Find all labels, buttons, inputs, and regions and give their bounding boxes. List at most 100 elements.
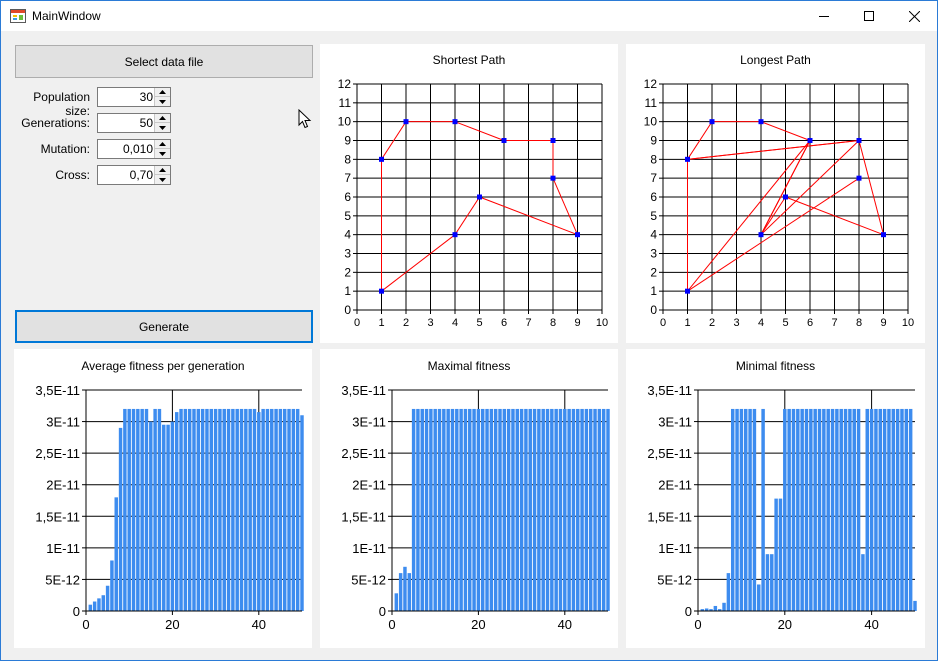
title-bar[interactable]: MainWindow [1, 1, 937, 31]
generate-button[interactable]: Generate [15, 310, 313, 343]
minimize-icon [819, 16, 829, 17]
spin-up-icon[interactable] [155, 88, 170, 97]
x-tick-label: 8 [550, 317, 556, 329]
path-point [501, 138, 507, 143]
bar [537, 408, 541, 611]
minimize-button[interactable] [801, 1, 847, 31]
bar [218, 408, 222, 611]
bar [140, 408, 144, 611]
x-tick-label: 0 [660, 317, 666, 329]
select-data-file-button[interactable]: Select data file [15, 45, 313, 78]
generations-label: Generations: [21, 116, 90, 130]
path-segment [760, 121, 811, 141]
path-point [477, 194, 482, 200]
bar [502, 408, 507, 611]
y-tick-label: 1 [344, 284, 351, 298]
bar [593, 408, 597, 611]
spin-down-icon[interactable] [155, 123, 170, 132]
bar [485, 408, 489, 611]
spin-up-icon[interactable] [155, 166, 170, 175]
bar [528, 408, 532, 611]
bar [757, 584, 761, 611]
path-point [550, 175, 556, 181]
y-tick-label: 4 [344, 228, 351, 242]
bar [852, 408, 856, 611]
bar [209, 408, 214, 611]
bar [804, 408, 809, 611]
bar [704, 608, 709, 611]
y-tick-label: 3,5E-11 [341, 383, 386, 398]
bar [761, 408, 765, 611]
path-point [452, 119, 458, 125]
bar [532, 408, 537, 611]
y-tick-label: 1E-11 [658, 541, 692, 556]
bar [524, 408, 528, 611]
cross-spinner [154, 166, 170, 184]
x-tick-label: 8 [856, 317, 862, 329]
mutation-input[interactable]: 0,010 [97, 139, 171, 159]
chart-title: Average fitness per generation [81, 359, 245, 373]
y-tick-label: 1,5E-11 [35, 509, 80, 524]
bar [450, 408, 455, 611]
spin-down-icon[interactable] [155, 97, 170, 106]
bar [278, 408, 283, 611]
bar [97, 598, 101, 611]
path-segment [760, 140, 811, 235]
y-tick-label: 0 [73, 604, 80, 619]
path-point [856, 175, 862, 181]
y-tick-label: 5E-12 [657, 572, 692, 587]
bar [291, 408, 296, 611]
y-tick-label: 12 [338, 77, 352, 91]
y-tick-label: 10 [644, 115, 658, 129]
bar [796, 408, 800, 611]
spin-down-icon[interactable] [155, 175, 170, 184]
bar [748, 408, 752, 611]
y-tick-label: 1 [650, 284, 657, 298]
x-tick-label: 20 [778, 617, 792, 632]
y-tick-label: 3,5E-11 [35, 383, 80, 398]
bar [835, 408, 839, 611]
bar [515, 408, 520, 611]
bar [848, 408, 852, 611]
y-tick-label: 11 [645, 96, 658, 110]
y-tick-label: 5 [650, 209, 657, 223]
maximize-button[interactable] [846, 1, 892, 31]
x-tick-label: 6 [807, 317, 813, 329]
cross-input[interactable]: 0,70 [97, 165, 171, 185]
y-tick-label: 3E-11 [46, 415, 80, 430]
bar [131, 408, 136, 611]
bar [136, 408, 140, 611]
chart-title: Minimal fitness [735, 359, 816, 373]
bar [231, 408, 235, 611]
bar [576, 408, 580, 611]
spin-up-icon[interactable] [155, 140, 170, 149]
path-segment [454, 196, 480, 235]
bar [282, 408, 287, 611]
bar [826, 408, 830, 611]
bar [196, 408, 201, 611]
bar [895, 408, 900, 611]
minimal-fitness-plot: 0 5E-12 1E-11 1,5E-11 2E-11 2,5E-11 3E-11 3,5E-… [647, 383, 917, 632]
bar [437, 408, 442, 611]
bar [411, 408, 416, 611]
y-tick-label: 11 [339, 96, 352, 110]
bar [588, 408, 593, 611]
bar [287, 408, 291, 611]
close-button[interactable] [891, 1, 937, 31]
y-tick-label: 2E-11 [658, 478, 692, 493]
path-segment [760, 196, 786, 235]
y-tick-label: 6 [344, 190, 351, 204]
spin-up-icon[interactable] [155, 114, 170, 123]
window-title: MainWindow [32, 9, 101, 23]
generations-input[interactable]: 50 [97, 113, 171, 133]
bar [420, 408, 424, 611]
spin-down-icon[interactable] [155, 149, 170, 158]
bar [118, 427, 123, 611]
path-point [575, 232, 580, 238]
bar [166, 424, 170, 611]
x-tick-label: 2 [709, 317, 715, 329]
population-size-input[interactable]: 30 [97, 87, 171, 107]
bar [493, 408, 498, 611]
